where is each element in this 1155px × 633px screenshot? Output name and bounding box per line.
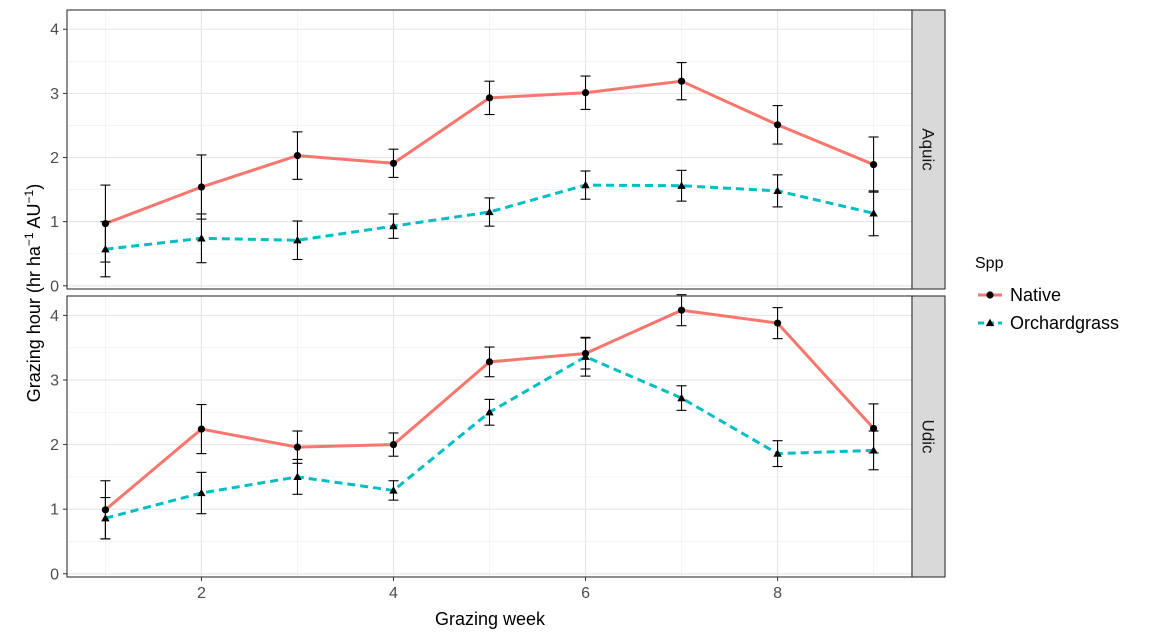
y-tick-label: 4 [50,22,59,39]
data-point [677,306,686,314]
data-point [869,424,878,433]
data-point [773,186,782,195]
data-point [677,393,686,402]
data-point [197,425,206,433]
series-native [100,62,879,263]
panel-aquic: 0 1 2 3 4 Aquic [50,9,946,295]
y-tick-label: 2 [50,150,59,167]
y-axis-title-sup-2: −1 [22,189,36,203]
y-axis-title-part-2: AU [24,203,44,232]
data-point [773,121,782,129]
data-point [293,472,302,481]
strip-label: Udic [919,419,938,454]
y-axis-title: Grazing hour (hr ha−1 AU−1) [22,184,44,402]
legend-title: Spp [975,255,1004,272]
x-tick-label: 4 [389,585,398,602]
data-point [389,221,398,230]
strip-background [911,295,946,578]
x-axis-title: Grazing week [435,609,546,629]
legend-key-marker [985,318,995,327]
data-point [293,236,302,244]
data-point [485,94,494,102]
data-point [197,234,206,242]
legend-label: Native [1010,285,1061,305]
legend-entry-native: Native [978,285,1061,305]
data-point [869,209,878,217]
series-orchardgrass [100,169,879,278]
data-point [581,352,590,360]
legend-entries: Native Orchardgrass [978,285,1119,333]
data-point [677,77,686,85]
y-axis-title-part-3: ) [24,184,44,190]
strip-background [911,9,946,290]
data-point [101,514,110,522]
strip-label: Aquic [919,128,938,171]
data-point [389,440,398,449]
data-point [581,180,590,189]
data-point [389,159,398,167]
data-point [485,207,494,216]
x-tick-label: 2 [197,585,206,602]
data-point [485,358,494,366]
y-tick-label: 1 [50,502,59,519]
data-point [485,408,494,416]
x-tick-label: 8 [773,585,782,602]
data-point [101,245,110,253]
data-point [773,319,782,327]
y-tick-label: 0 [50,278,59,295]
data-point [389,486,398,494]
legend: Spp Native Orchardgrass [975,255,1119,333]
data-point [197,183,206,191]
data-point [197,488,206,497]
data-point [677,181,686,189]
panels-layer: 0 1 2 3 4 Aquic 0 1 2 3 4 Udic 2 4 6 8 [50,9,946,602]
y-tick-label: 2 [50,437,59,454]
x-tick-label: 6 [581,585,590,602]
y-tick-label: 3 [50,86,59,103]
legend-label: Orchardgrass [1010,313,1119,333]
data-point [293,443,302,451]
data-point [581,89,590,97]
legend-entry-orchardgrass: Orchardgrass [978,313,1119,333]
y-tick-label: 4 [50,308,59,325]
data-point [869,160,878,169]
y-tick-label: 0 [50,566,59,583]
y-tick-label: 1 [50,214,59,231]
data-point [773,449,782,457]
data-point [293,151,302,160]
y-tick-label: 3 [50,372,59,389]
y-axis-title-part-1: Grazing hour (hr ha [24,245,44,402]
series-orchardgrass [100,336,879,540]
panel-udic: 0 1 2 3 4 Udic [50,294,946,583]
y-axis-title-sup-1: −1 [22,232,36,246]
data-point [869,446,878,454]
legend-key-marker [986,291,994,299]
